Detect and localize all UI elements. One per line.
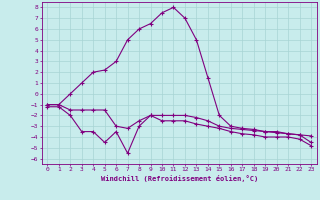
X-axis label: Windchill (Refroidissement éolien,°C): Windchill (Refroidissement éolien,°C)	[100, 175, 258, 182]
